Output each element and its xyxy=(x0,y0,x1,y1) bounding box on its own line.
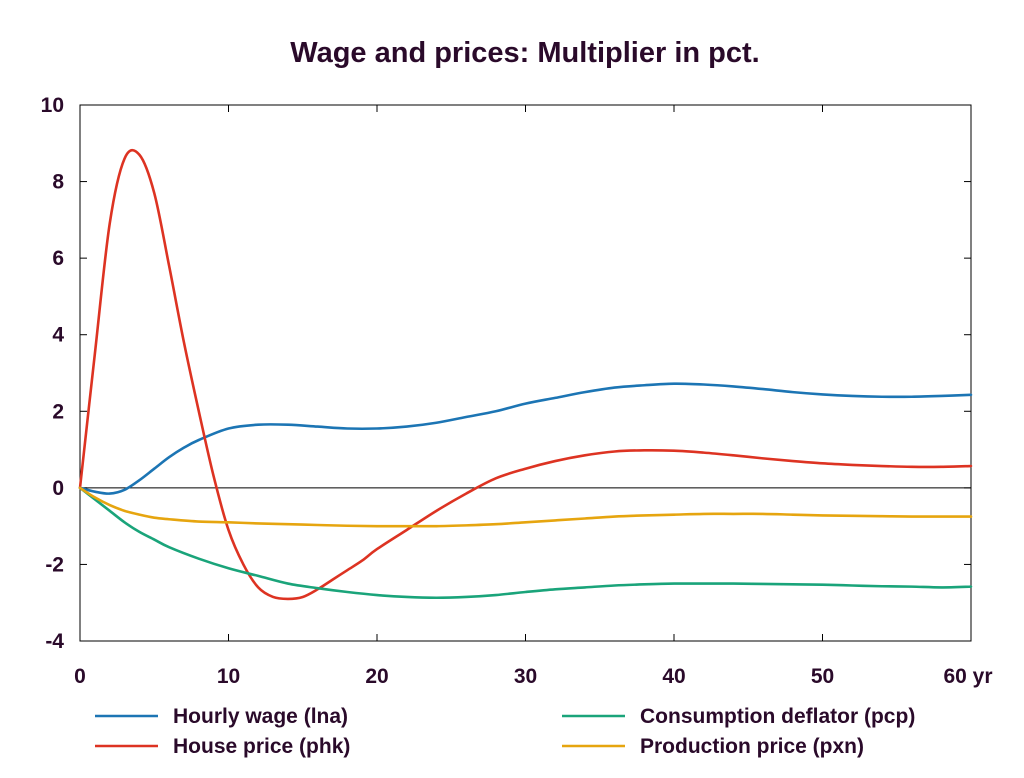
chart-title: Wage and prices: Multiplier in pct. xyxy=(290,37,759,69)
legend-label: House price (phk) xyxy=(173,735,350,758)
y-tick-label: 8 xyxy=(52,171,64,194)
hourly-wage-line xyxy=(78,382,973,495)
y-tick-label: -2 xyxy=(45,553,64,576)
legend-label: Consumption deflator (pcp) xyxy=(640,705,915,728)
house-price-line xyxy=(78,148,973,601)
x-tick-label: 10 xyxy=(217,665,240,688)
x-tick-label: 30 xyxy=(514,665,537,688)
plot-frame xyxy=(79,104,972,642)
x-tick-label: 0 xyxy=(74,665,86,688)
legend-item-hourly-wage: Hourly wage (lna) xyxy=(95,705,348,728)
legend-item-house-price: House price (phk) xyxy=(95,735,350,758)
x-tick-label: 40 xyxy=(662,665,685,688)
x-tick-label: 60 yr xyxy=(943,665,992,688)
x-tick-label: 20 xyxy=(365,665,388,688)
chart-legend: Hourly wage (lna) House price (phk) Consum… xyxy=(95,705,915,758)
x-tick-label: 50 xyxy=(811,665,834,688)
y-tick-label: 10 xyxy=(41,94,64,117)
legend-item-production-price: Production price (pxn) xyxy=(562,735,864,758)
consumption-deflator-line xyxy=(78,486,973,600)
y-tick-label: 4 xyxy=(52,324,64,347)
y-tick-label: -4 xyxy=(45,630,64,653)
y-tick-label: 0 xyxy=(52,477,64,500)
legend-label: Production price (pxn) xyxy=(640,735,864,758)
production-price-line xyxy=(78,486,973,528)
y-tick-label: 2 xyxy=(52,400,64,423)
y-tick-label: 6 xyxy=(52,247,64,270)
legend-label: Hourly wage (lna) xyxy=(173,705,348,728)
legend-item-consumption-deflator: Consumption deflator (pcp) xyxy=(562,705,915,728)
